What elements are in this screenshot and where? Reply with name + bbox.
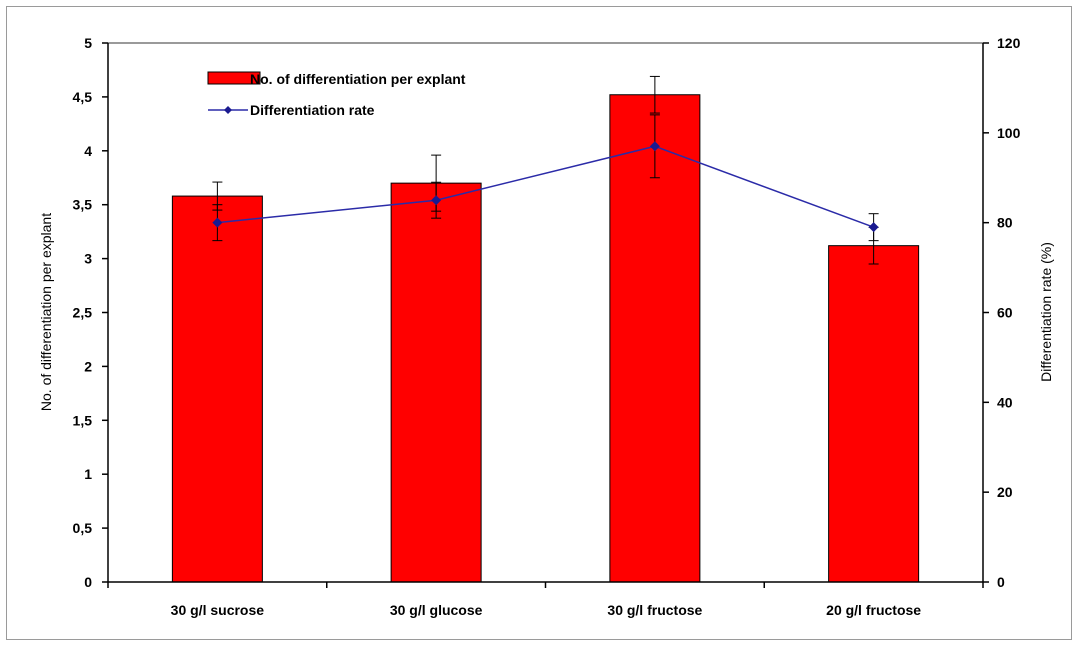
y-left-tick-label: 3,5 [73, 197, 93, 213]
line-point-marker [868, 222, 879, 233]
y-left-axis-title: No. of differentiation per explant [38, 213, 54, 411]
y-left-tick-label: 0,5 [73, 520, 93, 536]
x-tick-label: 30 g/l glucose [390, 602, 483, 618]
y-right-tick-label: 120 [997, 35, 1021, 51]
y-left-tick-label: 0 [84, 574, 92, 590]
y-left-tick-label: 1 [84, 466, 92, 482]
legend: No. of differentiation per explant Diffe… [207, 71, 466, 118]
legend-marker-diamond [224, 106, 232, 114]
line-point-marker [649, 141, 660, 152]
y-left-tick-label: 4,5 [73, 89, 93, 105]
legend-label-bar: No. of differentiation per explant [250, 71, 466, 87]
y-right-tick-label: 80 [997, 215, 1013, 231]
line-series-differentiation-rate [217, 145, 874, 228]
bar [390, 182, 482, 583]
plot-area: 0 0,5 1 1,5 2 2,5 3 3,5 4 4,5 5 0 20 40 60 80 100 120 30 g… [73, 35, 1021, 618]
y-left-tick-label: 2,5 [73, 305, 93, 321]
line-point-marker [212, 217, 223, 228]
y-right-tick-label: 60 [997, 305, 1013, 321]
y-left-tick-label: 5 [84, 35, 92, 51]
y-right-tick-label: 100 [997, 125, 1021, 141]
legend-swatch-bar [207, 71, 261, 85]
y-right-tick-label: 40 [997, 394, 1013, 410]
y-left-tick-label: 3 [84, 251, 92, 267]
x-tick-label: 30 g/l sucrose [171, 602, 265, 618]
y-right-tick-label: 20 [997, 484, 1013, 500]
y-right-tick-label: 0 [997, 574, 1005, 590]
bar [171, 195, 263, 583]
bar [828, 245, 920, 583]
x-tick-label: 30 g/l fructose [607, 602, 702, 618]
x-tick-label: 20 g/l fructose [826, 602, 921, 618]
y-left-tick-label: 2 [84, 358, 92, 374]
y-left-tick-label: 4 [84, 143, 92, 159]
y-left-tick-label: 1,5 [73, 412, 93, 428]
legend-label-line: Differentiation rate [250, 102, 375, 118]
y-right-axis-title: Differentiation rate (%) [1038, 242, 1054, 382]
line-point-marker [431, 195, 442, 206]
